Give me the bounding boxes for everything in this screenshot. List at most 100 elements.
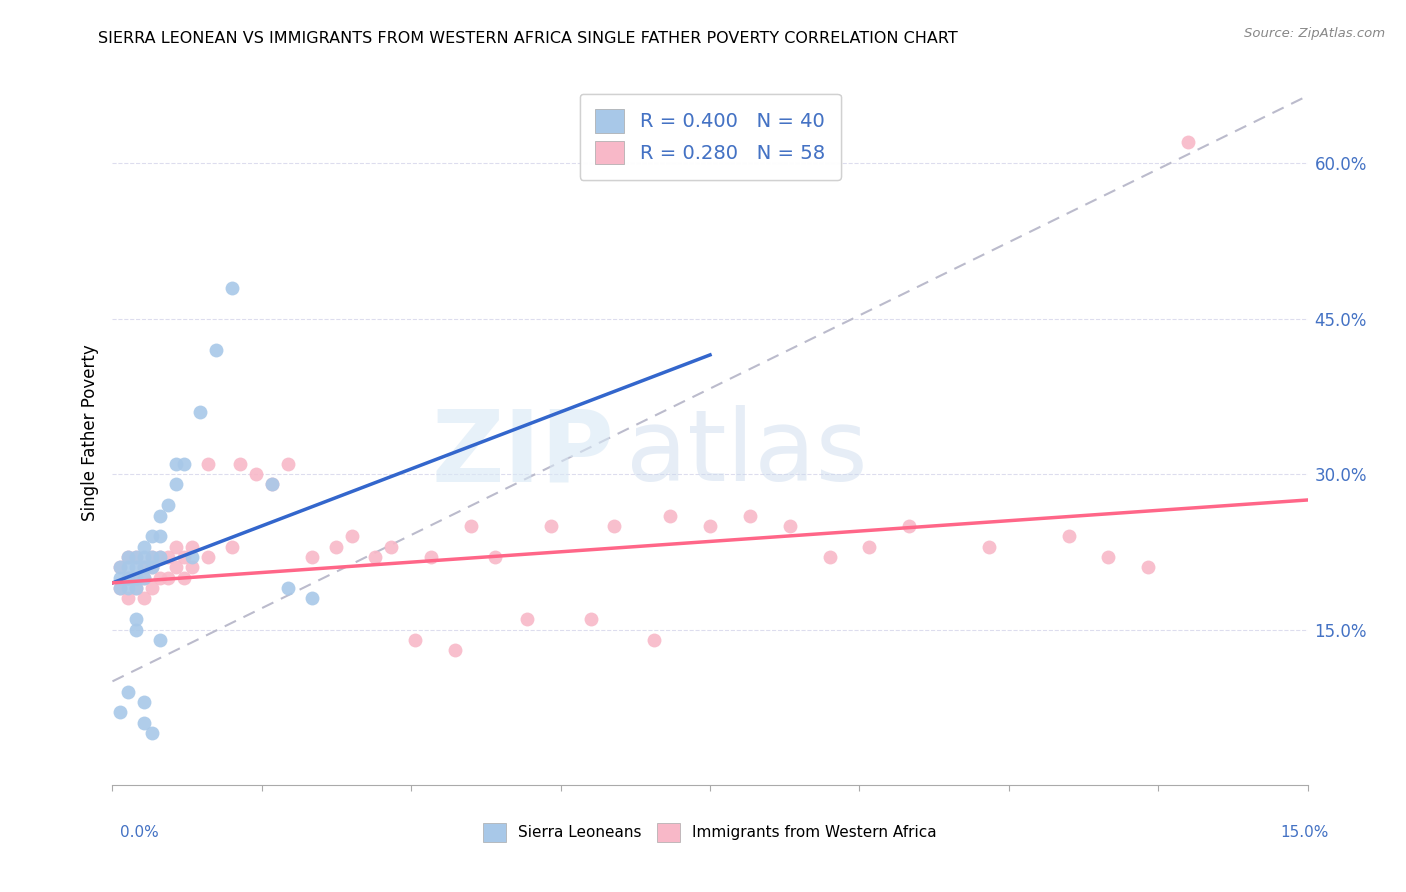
Point — [110, 571, 132, 585]
Text: 0.0%: 0.0% — [120, 825, 159, 840]
Point — [165, 457, 187, 471]
Point — [125, 581, 148, 595]
Point — [149, 571, 172, 585]
Point — [165, 477, 187, 491]
Point — [260, 477, 283, 491]
Point — [141, 549, 163, 564]
Text: atlas: atlas — [627, 405, 868, 502]
Point — [603, 519, 626, 533]
Point — [134, 540, 156, 554]
Point — [117, 560, 139, 574]
Point — [181, 540, 204, 554]
Point — [110, 581, 132, 595]
Point — [110, 560, 132, 574]
Point — [157, 498, 180, 512]
Point — [117, 581, 139, 595]
Point — [301, 549, 323, 564]
Text: ZIP: ZIP — [432, 405, 614, 502]
Point — [444, 643, 467, 657]
Point — [738, 508, 761, 523]
Legend: R = 0.400   N = 40, R = 0.280   N = 58: R = 0.400 N = 40, R = 0.280 N = 58 — [579, 94, 841, 180]
Point — [779, 519, 801, 533]
Point — [141, 560, 163, 574]
Point — [460, 519, 482, 533]
Point — [977, 540, 1000, 554]
Point — [134, 560, 156, 574]
Point — [125, 549, 148, 564]
Point — [404, 632, 426, 647]
Point — [197, 457, 219, 471]
Point — [1177, 136, 1199, 150]
Point — [221, 540, 243, 554]
Point — [221, 280, 243, 294]
Point — [117, 571, 139, 585]
Point — [117, 571, 139, 585]
Point — [125, 571, 148, 585]
Point — [516, 612, 538, 626]
Point — [141, 529, 163, 543]
Point — [149, 508, 172, 523]
Point — [134, 591, 156, 606]
Point — [484, 549, 506, 564]
Point — [540, 519, 562, 533]
Point — [1097, 549, 1119, 564]
Point — [134, 695, 156, 709]
Point — [277, 457, 299, 471]
Point — [301, 591, 323, 606]
Point — [277, 581, 299, 595]
Point — [157, 571, 180, 585]
Point — [149, 632, 172, 647]
Point — [149, 549, 172, 564]
Point — [125, 560, 148, 574]
Point — [659, 508, 682, 523]
Point — [181, 549, 204, 564]
Point — [125, 612, 148, 626]
Point — [340, 529, 363, 543]
Point — [134, 549, 156, 564]
Point — [149, 529, 172, 543]
Text: Source: ZipAtlas.com: Source: ZipAtlas.com — [1244, 27, 1385, 40]
Point — [117, 549, 139, 564]
Point — [420, 549, 443, 564]
Point — [165, 560, 187, 574]
Point — [134, 560, 156, 574]
Point — [898, 519, 921, 533]
Point — [125, 623, 148, 637]
Point — [125, 571, 148, 585]
Point — [1057, 529, 1080, 543]
Point — [205, 343, 228, 357]
Point — [110, 706, 132, 720]
Point — [117, 591, 139, 606]
Point — [197, 549, 219, 564]
Point — [125, 581, 148, 595]
Point — [260, 477, 283, 491]
Point — [173, 457, 195, 471]
Point — [245, 467, 267, 481]
Text: SIERRA LEONEAN VS IMMIGRANTS FROM WESTERN AFRICA SINGLE FATHER POVERTY CORRELATI: SIERRA LEONEAN VS IMMIGRANTS FROM WESTER… — [98, 31, 957, 46]
Point — [818, 549, 841, 564]
Point — [149, 549, 172, 564]
Point — [364, 549, 387, 564]
Point — [325, 540, 347, 554]
Point — [141, 549, 163, 564]
Point — [117, 549, 139, 564]
Point — [110, 560, 132, 574]
Point — [141, 560, 163, 574]
Point — [117, 684, 139, 698]
Point — [643, 632, 665, 647]
Point — [141, 581, 163, 595]
Point — [173, 571, 195, 585]
Point — [699, 519, 721, 533]
Point — [110, 581, 132, 595]
Point — [134, 571, 156, 585]
Point — [181, 560, 204, 574]
Point — [165, 540, 187, 554]
Point — [157, 549, 180, 564]
Point — [141, 726, 163, 740]
Point — [173, 549, 195, 564]
Point — [229, 457, 252, 471]
Point — [1137, 560, 1160, 574]
Point — [125, 549, 148, 564]
Point — [579, 612, 602, 626]
Point — [380, 540, 402, 554]
